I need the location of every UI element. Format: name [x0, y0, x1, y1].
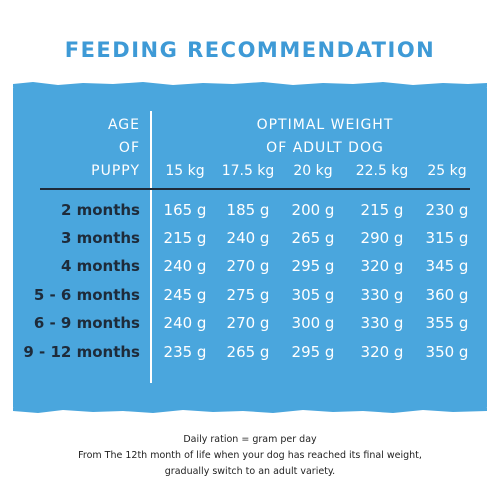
ration-cell: 240 g: [163, 257, 207, 275]
optimal-header-line: OPTIMAL WEIGHT: [256, 117, 394, 133]
ration-cell: 295 g: [291, 257, 335, 275]
footer-note-line: From The 12th month of life when your do…: [78, 450, 422, 461]
ration-cell: 360 g: [425, 286, 469, 304]
ration-cell: 315 g: [425, 229, 469, 247]
ration-cell: 240 g: [226, 229, 270, 247]
ration-cell: 165 g: [163, 201, 207, 219]
ration-cell: 265 g: [226, 343, 270, 361]
ration-cell: 330 g: [360, 286, 404, 304]
ration-cell: 305 g: [291, 286, 335, 304]
ration-cell: 300 g: [291, 314, 335, 332]
weight-column-header: 17.5 kg: [221, 163, 275, 179]
age-header-line: PUPPY: [91, 163, 140, 179]
panel-rough-edge-top: [13, 82, 487, 87]
age-header-line: OF: [118, 140, 140, 156]
age-label: 4 months: [60, 257, 140, 275]
weight-column-header: 25 kg: [427, 163, 467, 179]
ration-cell: 215 g: [163, 229, 207, 247]
ration-cell: 275 g: [226, 286, 270, 304]
ration-cell: 235 g: [163, 343, 207, 361]
ration-cell: 355 g: [425, 314, 469, 332]
ration-cell: 245 g: [163, 286, 207, 304]
optimal-weight-header: OPTIMAL WEIGHT OF ADULT DOG: [225, 114, 425, 160]
ration-cell: 200 g: [291, 201, 335, 219]
ration-cell: 345 g: [425, 257, 469, 275]
age-label: 3 months: [60, 229, 140, 247]
ration-cell: 215 g: [360, 201, 404, 219]
column-divider: [150, 111, 152, 383]
ration-cell: 290 g: [360, 229, 404, 247]
ration-cell: 185 g: [226, 201, 270, 219]
weight-column-header: 22.5 kg: [355, 163, 409, 179]
footer-note-line: gradually switch to an adult variety.: [164, 466, 336, 477]
ration-cell: 270 g: [226, 314, 270, 332]
ration-cell: 270 g: [226, 257, 270, 275]
feeding-table-panel: [13, 82, 487, 413]
age-label: 9 - 12 months: [23, 343, 140, 361]
optimal-header-line: OF ADULT DOG: [266, 140, 384, 156]
header-divider: [40, 188, 470, 190]
footer-note-line: Daily ration = gram per day: [183, 434, 317, 445]
age-header-line: AGE: [107, 117, 140, 133]
ration-cell: 320 g: [360, 343, 404, 361]
ration-cell: 350 g: [425, 343, 469, 361]
ration-cell: 240 g: [163, 314, 207, 332]
weight-column-header: 20 kg: [293, 163, 333, 179]
ration-cell: 330 g: [360, 314, 404, 332]
page-title: FEEDING RECOMMENDATION: [64, 38, 436, 62]
age-of-puppy-header: AGE OF PUPPY: [60, 114, 140, 183]
ration-cell: 230 g: [425, 201, 469, 219]
age-label: 2 months: [60, 201, 140, 219]
weight-column-header: 15 kg: [165, 163, 205, 179]
panel-rough-edge-bottom: [13, 408, 487, 413]
ration-cell: 320 g: [360, 257, 404, 275]
age-label: 5 - 6 months: [33, 286, 140, 304]
ration-cell: 265 g: [291, 229, 335, 247]
age-label: 6 - 9 months: [33, 314, 140, 332]
ration-cell: 295 g: [291, 343, 335, 361]
